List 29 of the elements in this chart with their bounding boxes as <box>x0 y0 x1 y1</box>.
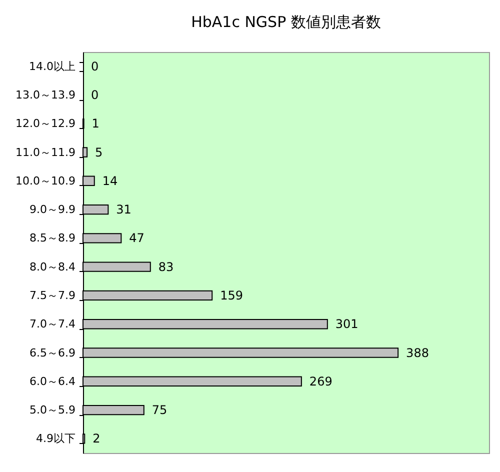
data-label: 388 <box>406 346 429 360</box>
y-tick-label: 13.0～13.9 <box>16 88 76 102</box>
chart-title: HbA1c NGSP 数値別患者数 <box>191 13 381 31</box>
y-tick-label: 6.0～6.4 <box>30 374 76 388</box>
y-tick-label: 7.0～7.4 <box>30 318 76 331</box>
y-tick-label: 4.9以下 <box>36 432 76 446</box>
y-tick-label: 12.0～12.9 <box>16 117 76 130</box>
data-label: 0 <box>91 88 99 102</box>
data-label: 0 <box>91 59 99 74</box>
y-tick-label: 11.0～11.9 <box>16 146 76 159</box>
data-label: 47 <box>129 231 144 246</box>
data-label: 31 <box>116 202 132 217</box>
data-label: 269 <box>309 374 332 388</box>
y-tick-label: 8.5～8.9 <box>30 232 76 245</box>
data-label: 83 <box>158 260 174 274</box>
data-label: 75 <box>152 403 168 418</box>
data-label: 5 <box>95 145 103 160</box>
data-label: 159 <box>220 288 244 302</box>
data-label: 14 <box>102 174 118 188</box>
y-tick-label: 10.0～10.9 <box>16 174 76 188</box>
data-label: 1 <box>92 116 100 131</box>
y-tick-label: 8.0～8.4 <box>30 260 76 274</box>
y-tick-label: 5.0～5.9 <box>30 404 76 417</box>
data-label: 301 <box>335 317 358 332</box>
y-tick-label: 14.0以上 <box>29 60 76 73</box>
data-label: 2 <box>92 432 100 446</box>
y-tick-label: 7.5～7.9 <box>30 288 76 302</box>
y-tick-label: 9.0～9.9 <box>30 203 76 216</box>
y-tick-label: 6.5～6.9 <box>30 346 76 360</box>
